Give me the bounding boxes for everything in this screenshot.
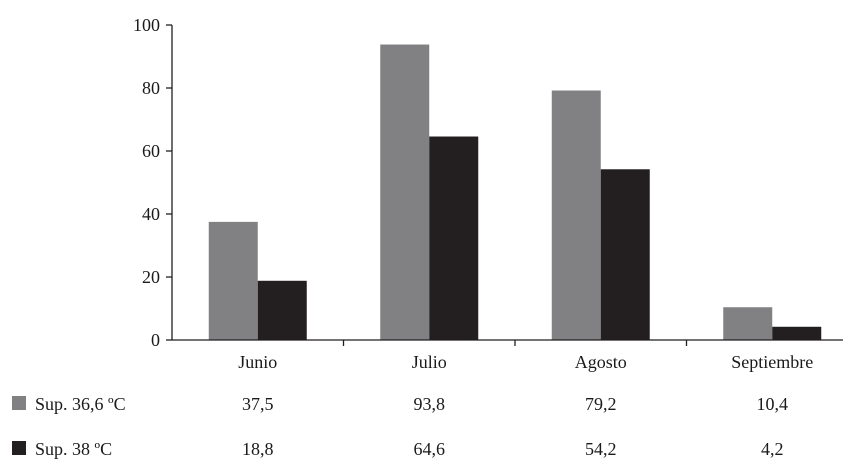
x-tick-label: Julio [412, 352, 447, 372]
data-table-cell: 4,2 [761, 439, 784, 459]
bar-sup-36-6-agosto [551, 90, 601, 341]
bar-sup-36-6-junio [208, 221, 258, 340]
data-table-cell: 10,4 [757, 394, 789, 414]
bar-sup-36-6-julio [380, 44, 430, 340]
bar-sup-38-septiembre [772, 326, 822, 340]
bars [208, 44, 822, 341]
bar-sup-38-julio [429, 136, 479, 340]
legend-label: Sup. 36,6 ºC [35, 394, 126, 414]
legend-swatch [12, 441, 26, 455]
x-tick-label: Junio [238, 352, 277, 372]
data-table-cell: 54,2 [585, 439, 617, 459]
bar-sup-38-junio [257, 280, 307, 340]
data-table-cell: 37,5 [242, 394, 274, 414]
y-tick-label: 80 [142, 78, 160, 98]
data-table-cell: 93,8 [414, 394, 446, 414]
y-axis: 0 20 40 60 80 100 [133, 15, 173, 350]
legend-label: Sup. 38 ºC [35, 439, 112, 459]
y-tick-label: 0 [151, 330, 160, 350]
data-table-cell: 64,6 [414, 439, 446, 459]
bar-sup-36-6-septiembre [723, 307, 773, 340]
y-tick-label: 40 [142, 204, 160, 224]
x-axis: Junio Julio Agosto Septiembre [172, 339, 843, 372]
y-tick-label: 20 [142, 267, 160, 287]
x-tick-label: Septiembre [731, 352, 813, 372]
legend-swatch [12, 396, 26, 410]
x-tick-label: Agosto [575, 352, 627, 372]
y-tick-label: 100 [133, 15, 160, 35]
data-table-cell: 18,8 [242, 439, 274, 459]
bar-sup-38-agosto [600, 169, 650, 340]
y-tick-label: 60 [142, 141, 160, 161]
data-table-cell: 79,2 [585, 394, 617, 414]
data-table: Sup. 36,6 ºC 37,5 93,8 79,2 10,4 Sup. 38 ºC 18… [12, 394, 788, 459]
